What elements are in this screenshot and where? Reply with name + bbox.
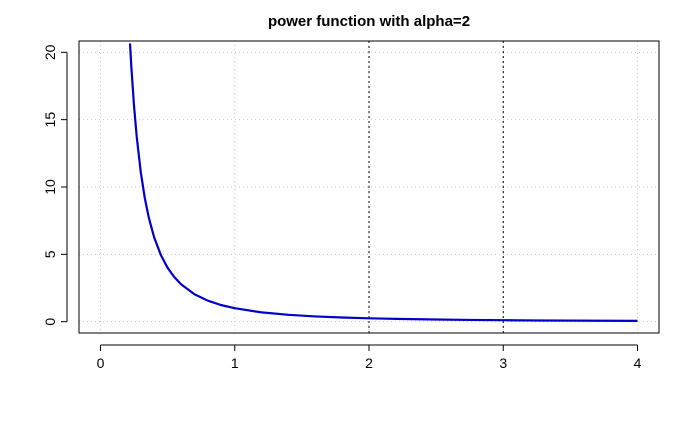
reference-lines [368, 41, 504, 333]
series-layer [128, 43, 638, 322]
y-tick-label-3: 15 [42, 112, 58, 128]
x-tick-label-4: 4 [634, 355, 642, 371]
y-tick-label-2: 10 [42, 179, 58, 195]
x-tick-label-3: 3 [499, 355, 507, 371]
y-tick-label-4: 20 [42, 44, 58, 60]
x-tick-label-1: 1 [231, 355, 239, 371]
plot-frame [78, 40, 660, 334]
y-tick-label-0: 0 [42, 318, 58, 326]
x-tick-label-0: 0 [97, 355, 105, 371]
y-axis: 0 5 10 15 20 [42, 44, 68, 326]
grid [79, 41, 659, 333]
y-tick-label-1: 5 [42, 250, 58, 258]
series-line-0 [128, 43, 638, 322]
chart-title: power function with alpha=2 [268, 13, 470, 30]
x-tick-label-2: 2 [365, 355, 373, 371]
x-axis: 0 1 2 3 4 [97, 344, 642, 371]
